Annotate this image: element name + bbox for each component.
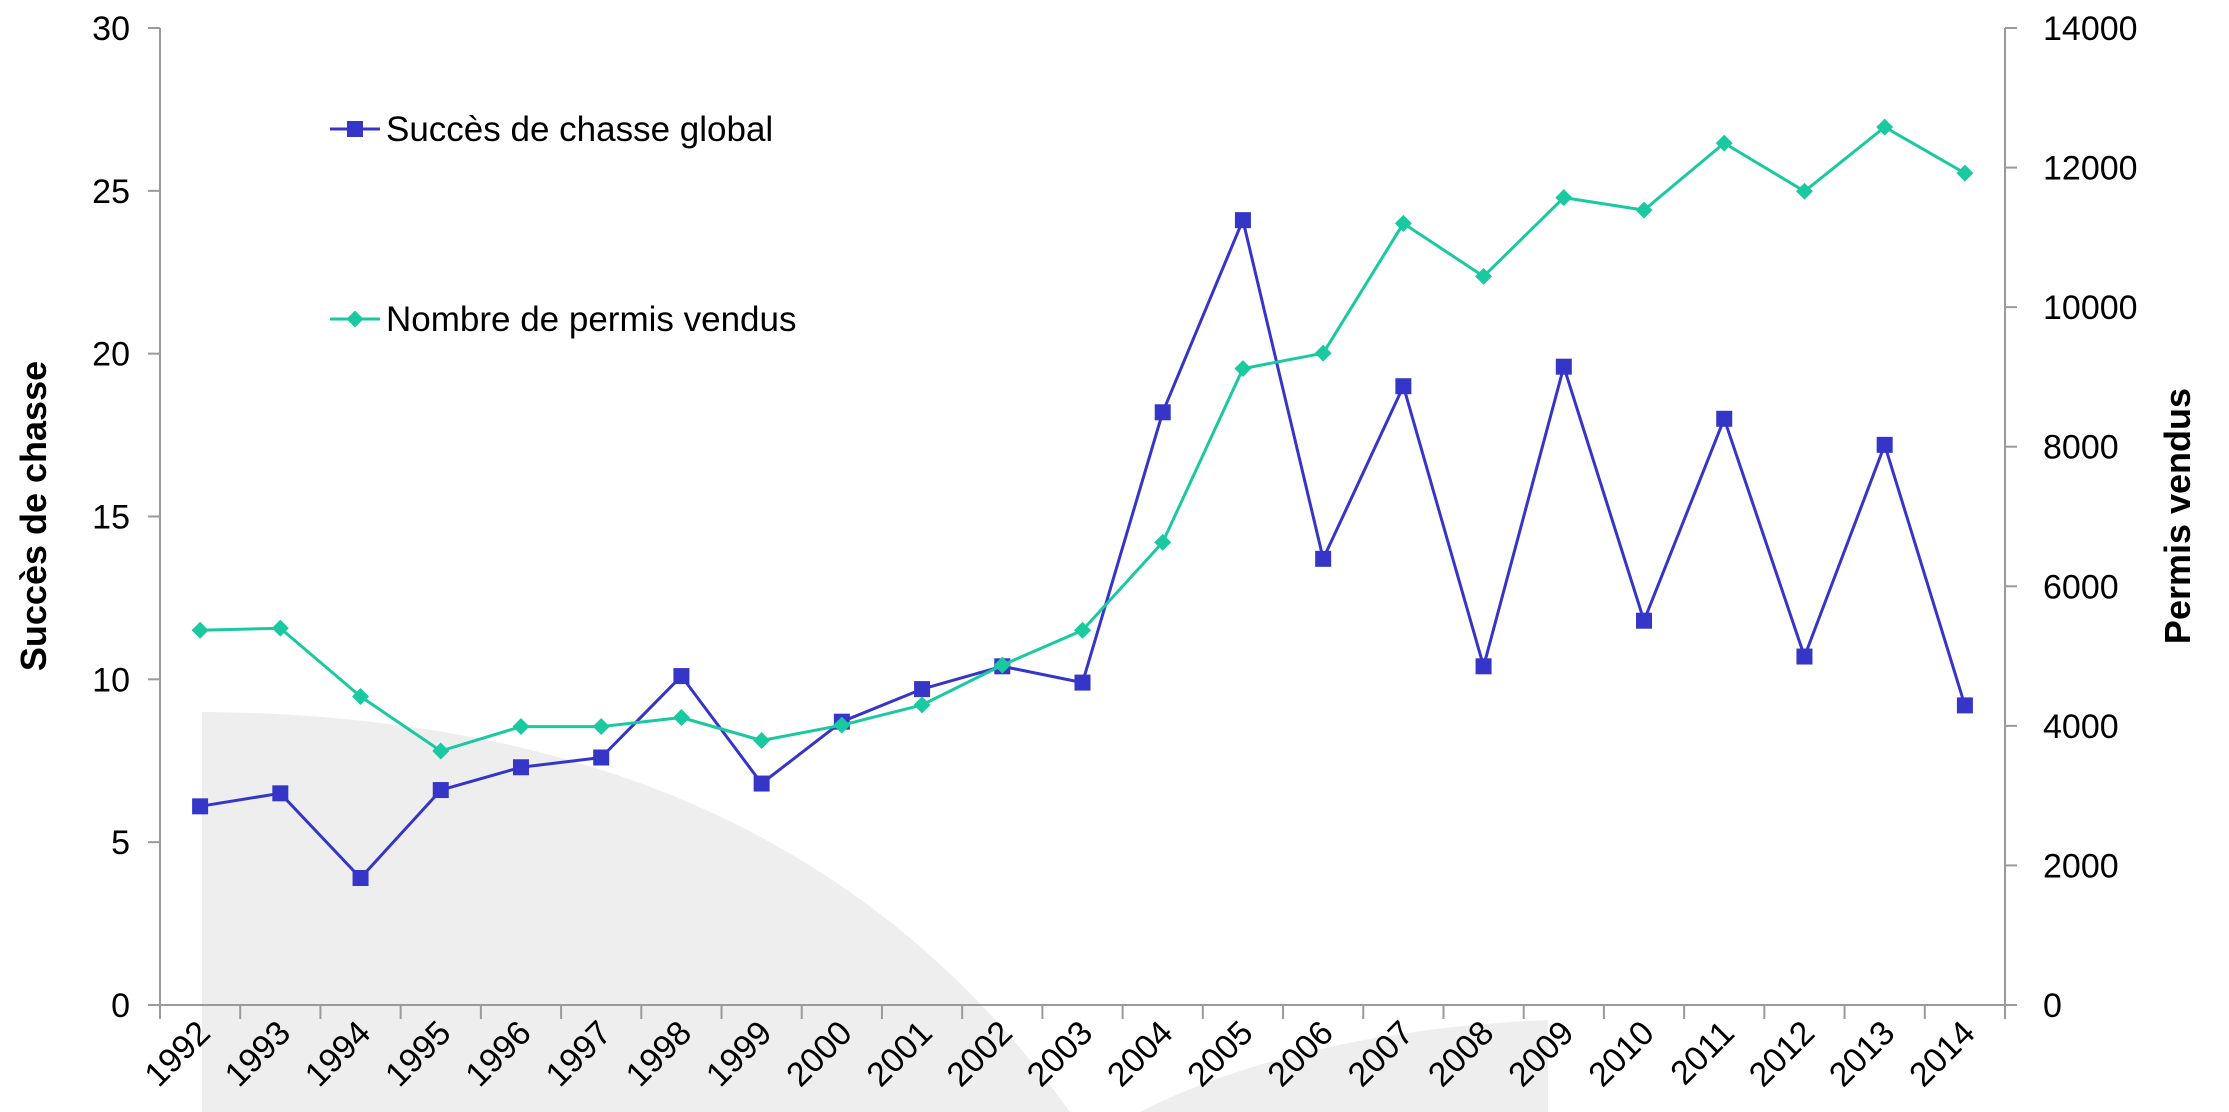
data-point-succes <box>1395 378 1412 395</box>
right-tick-label: 10000 <box>2043 289 2138 327</box>
data-point-permis <box>833 716 851 734</box>
data-point-permis <box>993 656 1011 674</box>
data-point-permis <box>753 732 771 749</box>
legend-marker-succes <box>347 121 363 137</box>
data-point-succes <box>272 785 289 802</box>
data-point-succes <box>1074 674 1091 691</box>
data-point-succes <box>1475 658 1492 675</box>
data-point-succes <box>673 668 690 685</box>
legend: Succès de chasse global Nombre de permis… <box>330 110 796 339</box>
data-point-permis <box>672 708 690 726</box>
data-point-permis <box>913 696 931 714</box>
right-tick-label: 8000 <box>2043 429 2119 467</box>
data-point-succes <box>352 869 369 886</box>
left-tick-label: 20 <box>92 336 130 374</box>
right-tick-label: 6000 <box>2043 568 2119 606</box>
left-axis-ticks: 0 5 10 15 20 25 30 <box>92 10 160 1025</box>
data-point-succes <box>1234 212 1251 229</box>
data-point-permis <box>1394 214 1412 232</box>
legend-marker-permis <box>346 310 364 328</box>
right-tick-label: 14000 <box>2043 10 2138 48</box>
data-point-succes <box>1154 404 1171 421</box>
x-tick-label: 2011 <box>1663 1014 1742 1093</box>
x-tick-label: 2010 <box>1581 1014 1661 1094</box>
data-point-succes <box>1716 410 1733 427</box>
right-tick-label: 4000 <box>2043 708 2119 746</box>
left-tick-label: 5 <box>111 824 130 862</box>
x-tick-label: 2012 <box>1742 1014 1822 1094</box>
data-point-succes <box>753 775 770 792</box>
data-point-succes <box>1956 697 1973 714</box>
data-point-permis <box>1074 621 1091 639</box>
data-point-succes <box>914 681 931 698</box>
right-tick-label: 2000 <box>2043 847 2119 885</box>
series-succes <box>192 212 1973 886</box>
data-point-succes <box>1796 648 1813 665</box>
data-point-permis <box>512 718 530 736</box>
left-axis-title: Succès de chasse <box>13 361 54 671</box>
data-point-succes <box>1876 436 1893 453</box>
data-point-succes <box>593 749 610 766</box>
data-point-permis <box>1314 344 1332 362</box>
data-point-permis <box>1154 533 1172 551</box>
right-axis-title: Permis vendus <box>2157 388 2198 644</box>
series-permis <box>191 118 1974 760</box>
data-point-permis <box>191 621 209 639</box>
data-point-succes <box>1636 612 1653 629</box>
right-axis-ticks: 0 2000 4000 6000 8000 10000 12000 14000 <box>2005 10 2138 1025</box>
series-line-permis <box>200 125 1966 753</box>
data-point-permis <box>352 688 370 706</box>
legend-label-permis: Nombre de permis vendus <box>386 300 796 339</box>
x-tick-label: 2014 <box>1902 1014 1982 1094</box>
legend-item-succes: Succès de chasse global <box>330 110 773 149</box>
data-point-permis <box>592 718 610 736</box>
x-tick-label: 2004 <box>1100 1014 1180 1094</box>
data-point-permis <box>271 619 289 637</box>
data-point-succes <box>1555 358 1572 375</box>
data-point-succes <box>512 759 529 776</box>
data-point-succes <box>1315 550 1332 567</box>
data-point-permis <box>1234 360 1252 378</box>
x-tick-label: 2013 <box>1822 1014 1902 1094</box>
left-tick-label: 30 <box>92 10 130 48</box>
data-point-permis <box>1956 164 1974 182</box>
data-point-succes <box>432 782 449 799</box>
left-tick-label: 10 <box>92 661 130 699</box>
left-tick-label: 25 <box>92 173 130 211</box>
right-tick-label: 12000 <box>2043 150 2138 188</box>
series-layer <box>191 118 1974 886</box>
legend-label-succes: Succès de chasse global <box>386 110 773 149</box>
data-point-permis <box>432 742 450 760</box>
right-tick-label: 0 <box>2043 987 2062 1025</box>
left-tick-label: 15 <box>92 499 130 537</box>
legend-item-permis: Nombre de permis vendus <box>330 300 796 339</box>
data-point-succes <box>192 798 209 815</box>
left-tick-label: 0 <box>111 987 130 1025</box>
